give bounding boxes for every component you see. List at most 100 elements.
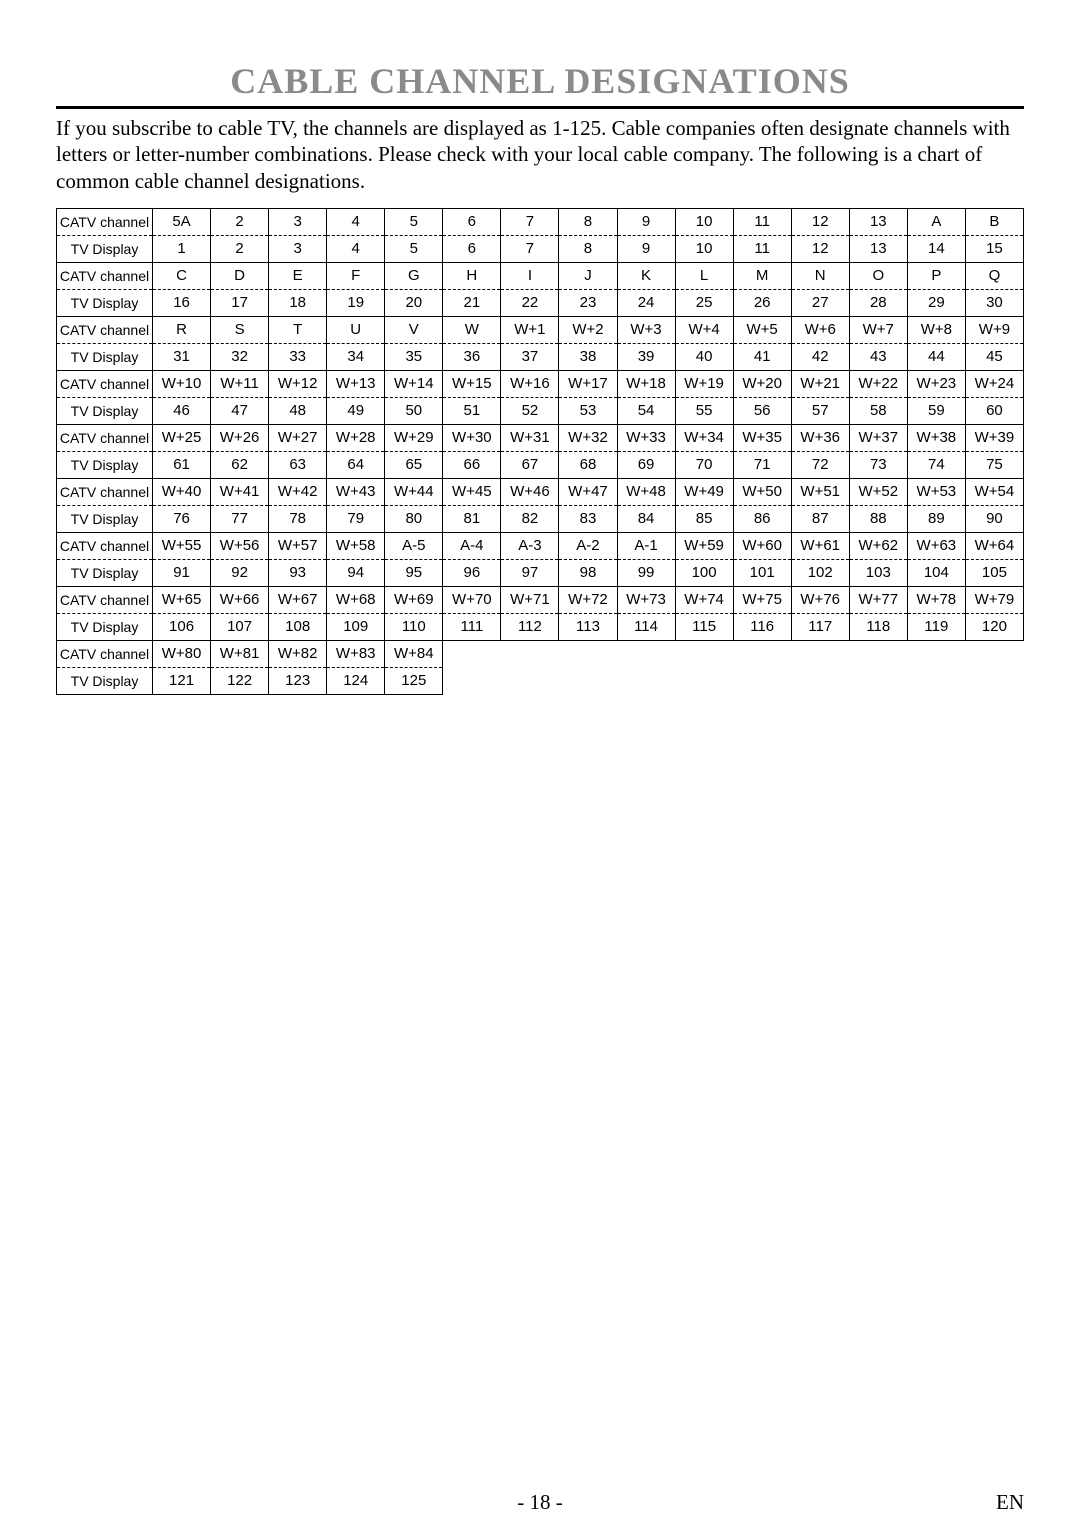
tv-cell: 92 xyxy=(211,559,269,586)
catv-cell: W+21 xyxy=(791,370,849,397)
catv-cell: Q xyxy=(965,262,1023,289)
tv-row: TV Display123456789101112131415 xyxy=(57,235,1024,262)
tv-cell: 55 xyxy=(675,397,733,424)
catv-cell: W+2 xyxy=(559,316,617,343)
row-label-tv: TV Display xyxy=(57,397,153,424)
catv-cell: U xyxy=(327,316,385,343)
catv-cell: K xyxy=(617,262,675,289)
tv-cell: 94 xyxy=(327,559,385,586)
tv-cell: 17 xyxy=(211,289,269,316)
row-label-tv: TV Display xyxy=(57,235,153,262)
tv-cell: 117 xyxy=(791,613,849,640)
catv-cell: W+48 xyxy=(617,478,675,505)
tv-cell: 84 xyxy=(617,505,675,532)
tv-cell: 51 xyxy=(443,397,501,424)
tv-cell: 38 xyxy=(559,343,617,370)
tv-cell: 125 xyxy=(385,667,443,694)
tv-cell: 86 xyxy=(733,505,791,532)
catv-cell: D xyxy=(211,262,269,289)
catv-cell: E xyxy=(269,262,327,289)
catv-row: CATV channelW+80W+81W+82W+83W+84 xyxy=(57,640,1024,667)
tv-cell: 100 xyxy=(675,559,733,586)
catv-cell: 4 xyxy=(327,208,385,235)
tv-cell: 58 xyxy=(849,397,907,424)
catv-cell: W+68 xyxy=(327,586,385,613)
catv-cell: A-2 xyxy=(559,532,617,559)
catv-cell: W+72 xyxy=(559,586,617,613)
tv-cell: 25 xyxy=(675,289,733,316)
tv-cell: 116 xyxy=(733,613,791,640)
tv-cell: 73 xyxy=(849,451,907,478)
catv-cell: W+10 xyxy=(153,370,211,397)
row-label-tv: TV Display xyxy=(57,559,153,586)
page-number: - 18 - xyxy=(517,1490,563,1515)
catv-cell: T xyxy=(269,316,327,343)
catv-cell: W+44 xyxy=(385,478,443,505)
tv-cell: 83 xyxy=(559,505,617,532)
empty-cell xyxy=(443,640,501,667)
catv-cell: L xyxy=(675,262,733,289)
catv-cell: W+50 xyxy=(733,478,791,505)
tv-cell: 18 xyxy=(269,289,327,316)
tv-cell: 30 xyxy=(965,289,1023,316)
tv-cell: 52 xyxy=(501,397,559,424)
tv-cell: 40 xyxy=(675,343,733,370)
tv-cell: 106 xyxy=(153,613,211,640)
tv-cell: 79 xyxy=(327,505,385,532)
tv-cell: 75 xyxy=(965,451,1023,478)
tv-row: TV Display106107108109110111112113114115… xyxy=(57,613,1024,640)
catv-cell: 6 xyxy=(443,208,501,235)
tv-cell: 67 xyxy=(501,451,559,478)
catv-cell: W+6 xyxy=(791,316,849,343)
catv-cell: W+53 xyxy=(907,478,965,505)
catv-cell: W+37 xyxy=(849,424,907,451)
tv-cell: 12 xyxy=(791,235,849,262)
tv-cell: 46 xyxy=(153,397,211,424)
tv-cell: 14 xyxy=(907,235,965,262)
catv-cell: W+12 xyxy=(269,370,327,397)
row-label-catv: CATV channel xyxy=(57,370,153,397)
catv-cell: W+65 xyxy=(153,586,211,613)
tv-cell: 57 xyxy=(791,397,849,424)
empty-cell xyxy=(733,667,791,694)
catv-cell: W+11 xyxy=(211,370,269,397)
row-label-tv: TV Display xyxy=(57,613,153,640)
catv-cell: W+39 xyxy=(965,424,1023,451)
catv-cell: 12 xyxy=(791,208,849,235)
tv-cell: 98 xyxy=(559,559,617,586)
empty-cell xyxy=(733,640,791,667)
empty-cell xyxy=(617,667,675,694)
catv-cell: W+3 xyxy=(617,316,675,343)
tv-cell: 49 xyxy=(327,397,385,424)
catv-cell: I xyxy=(501,262,559,289)
tv-cell: 101 xyxy=(733,559,791,586)
catv-cell: W+41 xyxy=(211,478,269,505)
empty-cell xyxy=(849,667,907,694)
catv-cell: W+14 xyxy=(385,370,443,397)
tv-cell: 114 xyxy=(617,613,675,640)
catv-cell: W+47 xyxy=(559,478,617,505)
catv-cell: W+20 xyxy=(733,370,791,397)
catv-cell: W+25 xyxy=(153,424,211,451)
title-rule xyxy=(56,106,1024,109)
catv-cell: W+18 xyxy=(617,370,675,397)
tv-cell: 41 xyxy=(733,343,791,370)
tv-cell: 28 xyxy=(849,289,907,316)
tv-cell: 70 xyxy=(675,451,733,478)
tv-cell: 95 xyxy=(385,559,443,586)
tv-cell: 31 xyxy=(153,343,211,370)
tv-cell: 76 xyxy=(153,505,211,532)
catv-cell: W+38 xyxy=(907,424,965,451)
catv-cell: W+27 xyxy=(269,424,327,451)
catv-cell: 3 xyxy=(269,208,327,235)
tv-cell: 104 xyxy=(907,559,965,586)
catv-cell: J xyxy=(559,262,617,289)
tv-cell: 65 xyxy=(385,451,443,478)
catv-cell: W+36 xyxy=(791,424,849,451)
row-label-tv: TV Display xyxy=(57,667,153,694)
tv-cell: 19 xyxy=(327,289,385,316)
catv-cell: W+55 xyxy=(153,532,211,559)
catv-cell: W+76 xyxy=(791,586,849,613)
tv-cell: 13 xyxy=(849,235,907,262)
catv-cell: W+78 xyxy=(907,586,965,613)
